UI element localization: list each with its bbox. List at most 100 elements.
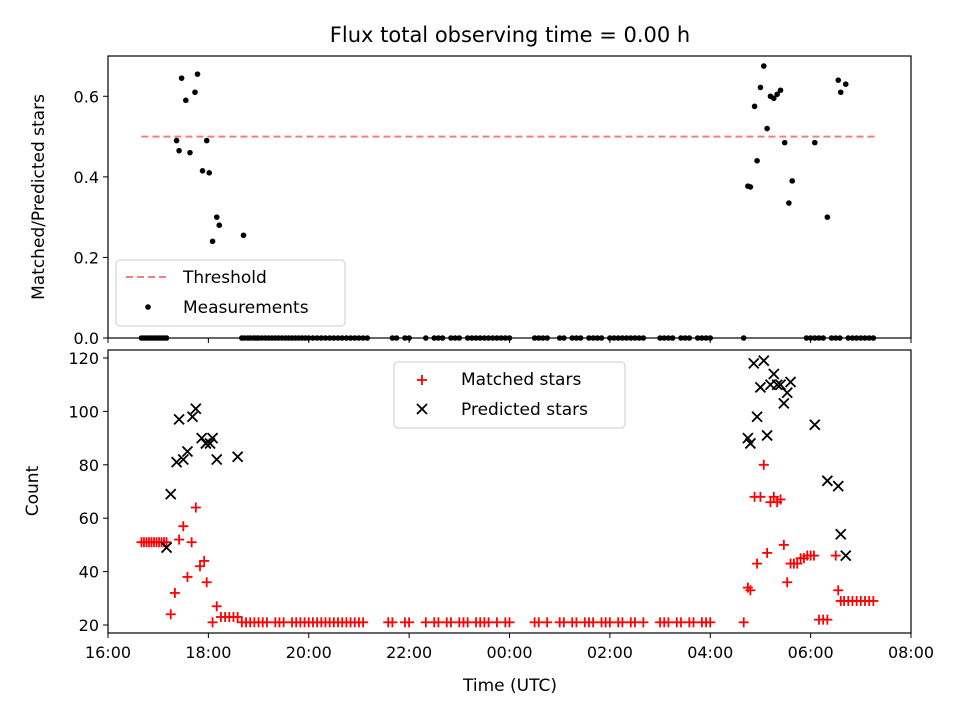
matched-star-point (830, 550, 841, 561)
legend-matched-swatch (417, 375, 427, 385)
bottom-marks (136, 355, 879, 628)
x-tick-label: 02:00 (587, 643, 633, 662)
marker-stroke (742, 432, 754, 444)
matched-star-point (822, 614, 833, 625)
legend-predicted-label: Predicted stars (461, 400, 588, 420)
x-tick-label: 06:00 (788, 643, 834, 662)
x-tick-label: 04:00 (687, 643, 733, 662)
measurement-point (206, 170, 213, 176)
measurement-point (203, 137, 210, 144)
measurement-point (182, 97, 189, 104)
bottom-legend: Matched stars Predicted stars (393, 361, 626, 429)
marker-stroke (809, 419, 821, 431)
matched-star-point (558, 617, 569, 628)
x-tick-label: 08:00 (888, 643, 934, 662)
measurement-point (837, 89, 844, 96)
marker-stroke (840, 549, 852, 562)
matched-star-point (358, 617, 369, 628)
matched-star-point (261, 617, 272, 628)
predicted-star-point (761, 429, 773, 442)
predicted-star-point (744, 437, 757, 450)
matched-star-point (174, 534, 185, 545)
predicted-star-point (173, 413, 185, 426)
bottom-y-tick-label: 120 (68, 349, 99, 368)
matched-star-point (833, 585, 844, 596)
matched-star-point (542, 617, 553, 628)
x-tick-label: 00:00 (486, 643, 532, 662)
matched-star-point (768, 491, 779, 502)
matched-star-point (758, 459, 769, 470)
legend-predicted-swatch (416, 403, 428, 415)
marker-stroke (832, 480, 844, 492)
matched-star-point (178, 521, 189, 532)
matched-star-point (604, 617, 615, 628)
marker-stroke (754, 381, 767, 394)
matched-star-point (445, 617, 456, 628)
matched-star-point (462, 617, 473, 628)
legend-measurements-label: Measurements (183, 298, 309, 318)
bottom-axis: 20 40 60 80 100 120 16:00 18:00 20:00 22:00 00:00 0… (68, 349, 934, 662)
top-legend: Threshold Measurements (115, 259, 346, 327)
bottom-y-tick-label: 100 (68, 402, 99, 421)
matched-star-point (675, 617, 686, 628)
measurement-point (216, 222, 223, 228)
measurement-point (213, 214, 220, 220)
marker-stroke (784, 376, 797, 388)
predicted-star-point (177, 453, 189, 466)
predicted-star-point (206, 432, 219, 444)
measurement-point (209, 238, 216, 245)
x-tick-label: 16:00 (85, 643, 131, 662)
measurement-point (812, 139, 818, 146)
matched-star-point (705, 617, 716, 628)
measurement-point (178, 75, 185, 81)
matched-star-point (483, 617, 494, 628)
predicted-star-point (200, 437, 212, 450)
legend-measurements-swatch (145, 304, 151, 310)
x-axis-label: Time (UTC) (462, 676, 557, 696)
marker-stroke (186, 411, 199, 423)
bottom-y-tick-label: 40 (79, 563, 99, 582)
predicted-star-point (840, 549, 852, 562)
measurement-point (192, 89, 198, 96)
top-y-tick-label: 0.6 (74, 87, 99, 106)
predicted-star-point (768, 368, 780, 380)
marker-stroke (744, 437, 757, 450)
matched-star-point (755, 491, 766, 502)
measurement-point (240, 232, 247, 239)
matched-star-point (745, 585, 756, 596)
bottom-y-tick-label: 60 (79, 509, 99, 528)
matched-star-point (169, 587, 180, 598)
marker-stroke (771, 379, 783, 391)
marker-stroke (751, 411, 763, 423)
bottom-legend-box (393, 361, 626, 429)
predicted-star-point (170, 456, 183, 468)
matched-star-point (617, 617, 628, 628)
matched-star-point (201, 577, 212, 588)
matched-star-point (278, 617, 289, 628)
matched-star-point (504, 617, 515, 628)
marker-stroke (758, 355, 770, 367)
measurement-point (751, 103, 758, 110)
top-legend-box (115, 259, 346, 327)
measurement-point (777, 87, 784, 94)
predicted-star-point (190, 403, 202, 415)
predicted-star-point (758, 355, 770, 367)
predicted-star-point (186, 411, 199, 423)
marker-stroke (761, 429, 773, 442)
predicted-star-point (832, 480, 844, 492)
marker-stroke (768, 368, 780, 380)
marker-stroke (211, 453, 223, 466)
matched-star-point (165, 609, 176, 620)
matched-star-point (199, 555, 210, 566)
marker-stroke (232, 451, 244, 463)
predicted-star-point (778, 397, 790, 410)
matched-star-point (533, 617, 544, 628)
x-tick-label: 20:00 (286, 643, 332, 662)
matched-star-point (638, 617, 649, 628)
predicted-star-point (748, 357, 760, 369)
matched-star-point (195, 561, 206, 572)
measurement-point (199, 168, 206, 174)
measurement-point (789, 178, 796, 184)
measurement-point (771, 95, 777, 102)
